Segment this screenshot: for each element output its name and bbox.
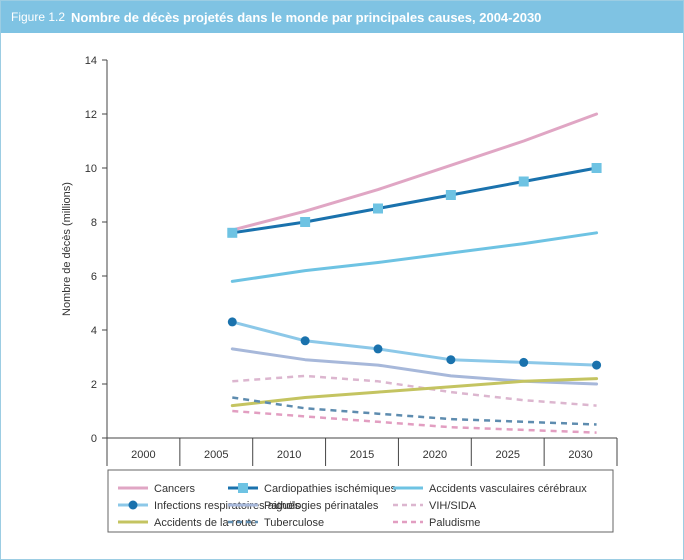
legend-label-9: Paludisme xyxy=(429,517,480,529)
data-point-square xyxy=(300,217,311,227)
series-line-9 xyxy=(232,409,597,434)
data-point-circle xyxy=(300,336,310,346)
figure-number: Figure 1.2 xyxy=(11,10,66,24)
legend-label-8: Tuberculose xyxy=(264,517,324,529)
data-point-square xyxy=(445,190,456,200)
figure-title: Nombre de décès projetés dans le monde p… xyxy=(71,9,542,25)
data-point-circle xyxy=(227,317,237,327)
data-point-square xyxy=(373,203,383,214)
x-tick-label: 2000 xyxy=(131,449,155,461)
data-point-circle xyxy=(446,355,456,365)
y-tick-label: 4 xyxy=(91,325,97,337)
legend-label-4: Infections respiratoires aiguës xyxy=(154,500,301,512)
x-tick-label: 2005 xyxy=(204,449,228,461)
y-axis-label: Nombre de décès (millions) xyxy=(61,182,73,316)
x-tick-label: 2025 xyxy=(495,449,519,461)
y-tick-label: 6 xyxy=(91,271,97,283)
series-line-1 xyxy=(230,112,599,232)
series-line-6 xyxy=(232,374,597,407)
series-line-3 xyxy=(230,231,599,283)
x-tick-label: 2010 xyxy=(277,449,301,461)
x-tick-label: 2030 xyxy=(568,449,592,461)
data-point-square xyxy=(518,176,529,187)
data-point-circle xyxy=(519,357,529,367)
series-layer xyxy=(227,112,602,434)
y-tick-label: 0 xyxy=(91,433,97,445)
data-point-circle xyxy=(373,344,383,354)
chart-axes: 0 2 4 6 8 10 12 14 2000 2005 2010 2015 2020 2025 2030 N… xyxy=(61,55,618,466)
y-tick-label: 2 xyxy=(91,379,97,391)
series-line-4 xyxy=(230,320,599,367)
series-line-7 xyxy=(230,377,599,408)
legend-label-5: Pathologies périnatales xyxy=(264,500,379,512)
x-tick-label: 2020 xyxy=(423,449,447,461)
legend-label-6: VIH/SIDA xyxy=(429,500,477,512)
y-tick-label: 14 xyxy=(85,55,97,67)
chart-legend: Cancers Cardiopathies ischémiques Accident… xyxy=(107,469,614,533)
legend-box xyxy=(107,469,614,533)
y-tick-label: 10 xyxy=(85,163,97,175)
legend-label-7: Accidents de la route xyxy=(154,517,257,529)
legend-label-3: Accidents vasculaires cérébraux xyxy=(429,483,587,495)
data-point-square xyxy=(227,227,238,238)
data-point-circle xyxy=(592,360,602,370)
x-tick-label: 2015 xyxy=(350,449,374,461)
legend-marker-circle xyxy=(128,500,138,510)
legend-label-1: Cancers xyxy=(154,483,195,495)
legend-label-2: Cardiopathies ischémiques xyxy=(264,483,397,495)
figure-title-bar: Figure 1.2 Nombre de décès projetés dans… xyxy=(1,1,683,33)
y-tick-label: 12 xyxy=(85,109,97,121)
y-tick-label: 8 xyxy=(91,217,97,229)
legend-marker-square xyxy=(238,483,248,493)
data-point-square xyxy=(591,163,602,173)
series-line-2 xyxy=(230,166,599,235)
